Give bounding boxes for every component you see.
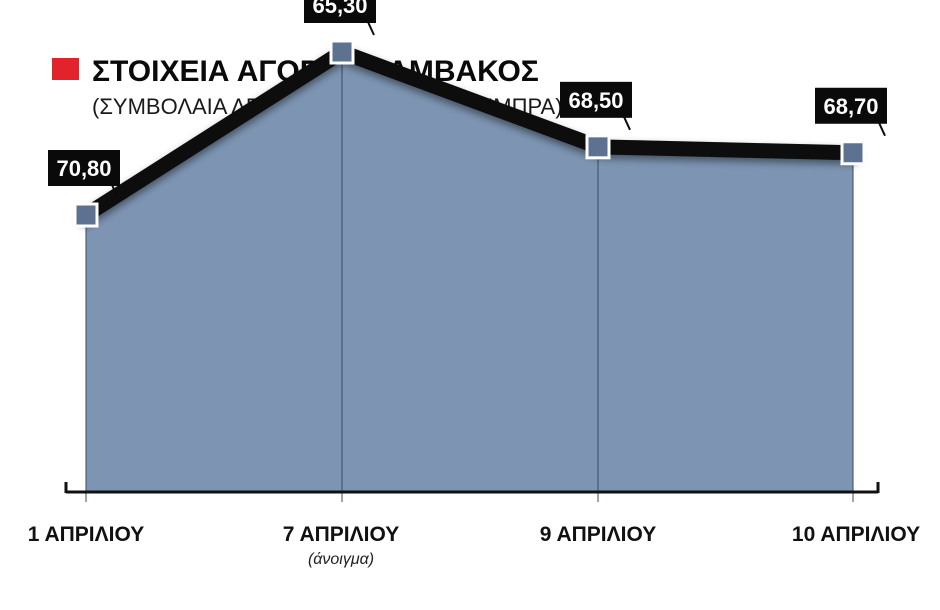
value-label-text: 65,30 <box>312 0 367 18</box>
x-tick-note: (άνοιγμα) <box>308 551 374 568</box>
x-tick-label: 1 ΑΠΡΙΛΙΟΥ <box>28 523 145 546</box>
value-label-text: 70,80 <box>56 156 111 181</box>
area-fill <box>86 52 853 492</box>
x-tick-label: 7 ΑΠΡΙΛΙΟΥ <box>283 523 400 546</box>
data-point <box>329 39 355 65</box>
series-line <box>78 44 861 223</box>
x-tick-label: 9 ΑΠΡΙΛΙΟΥ <box>540 523 657 546</box>
value-label: 65,30 <box>304 0 376 36</box>
title-marker <box>52 58 79 80</box>
value-label: 68,50 <box>560 81 632 131</box>
value-label-text: 68,50 <box>568 88 623 113</box>
data-point <box>585 134 611 160</box>
value-label-text: 68,70 <box>823 94 878 119</box>
data-point <box>840 140 866 166</box>
x-axis <box>64 482 880 494</box>
data-point <box>73 202 99 228</box>
value-label: 68,70 <box>815 87 887 137</box>
value-label: 70,80 <box>48 150 120 199</box>
x-tick-label: 10 ΑΠΡΙΛΙΟΥ <box>792 523 920 546</box>
